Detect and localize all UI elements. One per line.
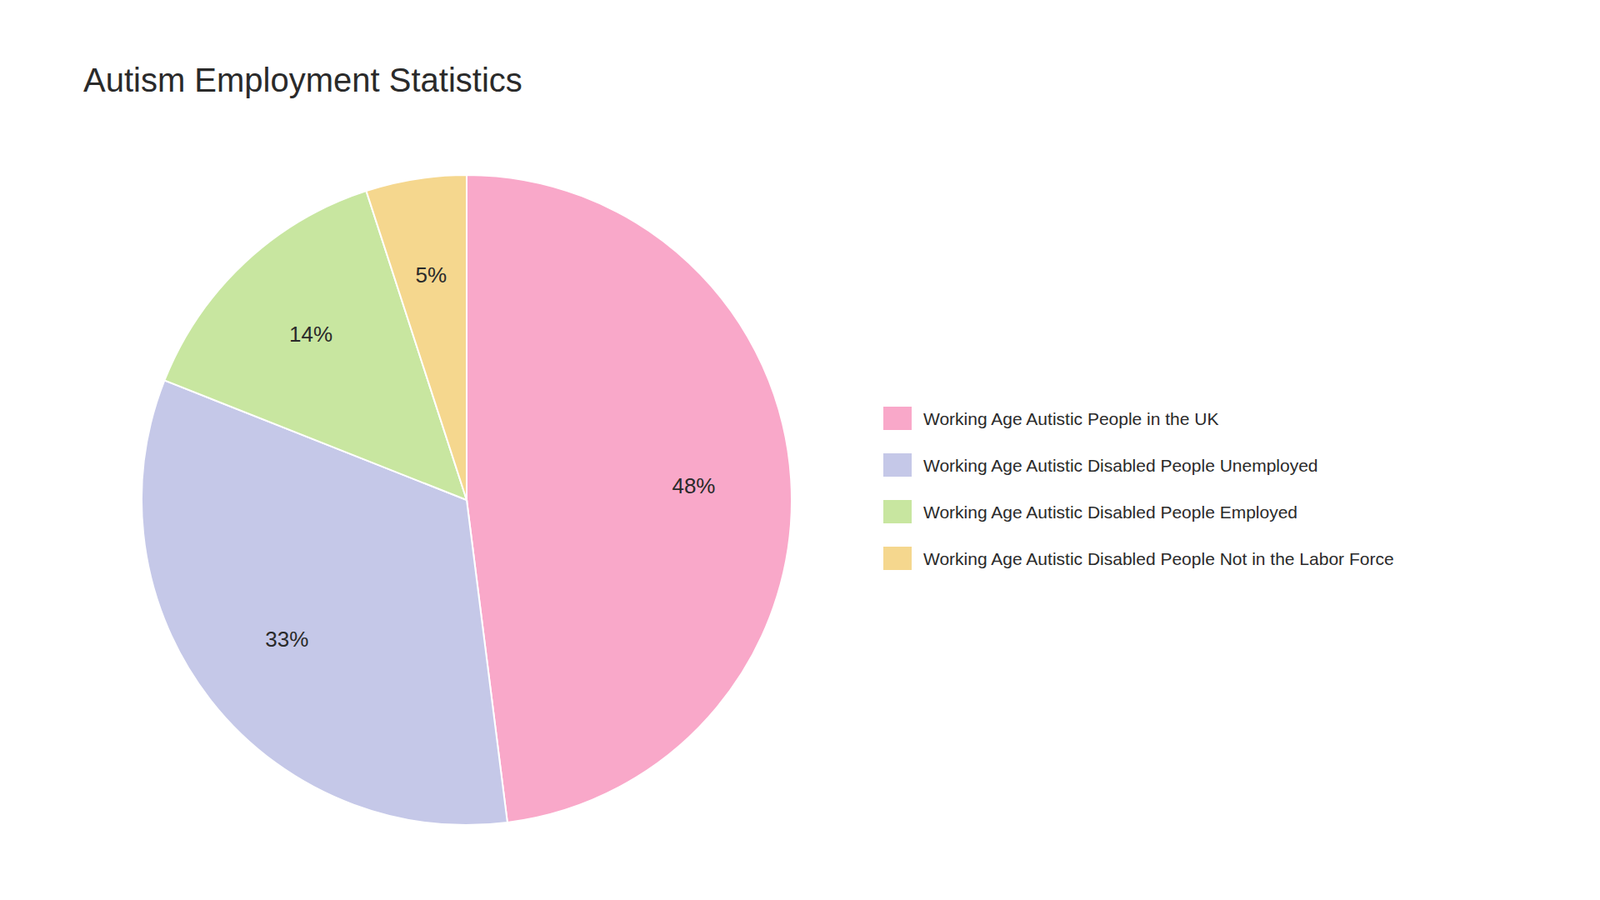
legend-item: Working Age Autistic Disabled People Emp… — [883, 500, 1298, 524]
chart-svg: Autism Employment Statistics 48% 33% 14% 5% W… — [0, 0, 1600, 900]
legend-swatch — [883, 406, 912, 430]
pie-slice — [365, 175, 467, 500]
legend-label: Working Age Autistic Disabled People Not… — [923, 549, 1395, 569]
pie — [141, 175, 792, 825]
legend-label: Working Age Autistic People in the UK — [923, 409, 1219, 429]
chart-title: Autism Employment Statistics — [83, 61, 523, 99]
legend: Working Age Autistic People in the UK Wor… — [883, 406, 1395, 570]
legend-swatch — [883, 500, 912, 524]
data-label: 48% — [671, 473, 715, 499]
data-labels: 48% 33% 14% 5% — [265, 262, 715, 652]
legend-label: Working Age Autistic Disabled People Emp… — [923, 502, 1298, 522]
legend-swatch — [883, 453, 912, 477]
legend-item: Working Age Autistic People in the UK — [883, 406, 1219, 430]
chart-container: Autism Employment Statistics 48% 33% 14% 5% W… — [0, 0, 1600, 900]
data-label: 33% — [265, 626, 309, 652]
data-label: 14% — [289, 321, 333, 347]
legend-label: Working Age Autistic Disabled People Une… — [923, 455, 1319, 475]
legend-item: Working Age Autistic Disabled People Une… — [883, 453, 1319, 477]
legend-swatch — [883, 546, 912, 570]
pie-slice — [466, 175, 792, 823]
data-label: 5% — [415, 262, 448, 288]
legend-item: Working Age Autistic Disabled People Not… — [883, 546, 1395, 570]
